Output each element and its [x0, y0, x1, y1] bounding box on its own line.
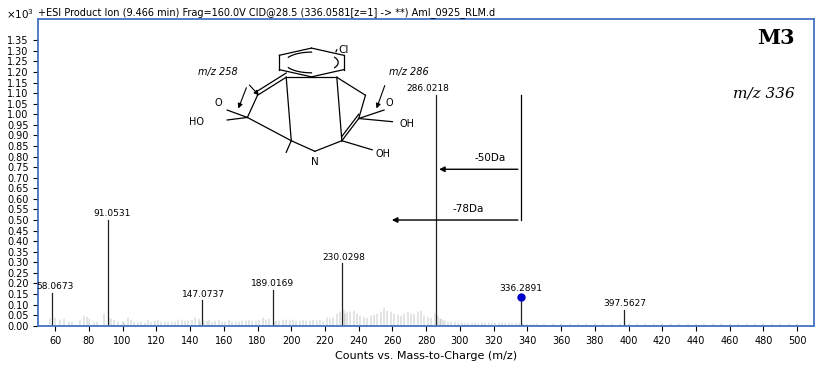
X-axis label: Counts vs. Mass-to-Charge (m/z): Counts vs. Mass-to-Charge (m/z) [335, 351, 517, 361]
Text: 189.0169: 189.0169 [251, 279, 294, 288]
Text: 397.5627: 397.5627 [603, 299, 647, 308]
Text: 58.0673: 58.0673 [36, 282, 74, 291]
Text: $\times$10$^{3}$: $\times$10$^{3}$ [6, 7, 34, 21]
Text: N: N [311, 156, 319, 167]
Text: 91.0531: 91.0531 [94, 209, 131, 218]
Text: M3: M3 [757, 28, 795, 48]
Text: -78Da: -78Da [452, 204, 484, 214]
Text: 286.0218: 286.0218 [406, 84, 449, 93]
Text: 147.0737: 147.0737 [182, 290, 225, 299]
Text: OH: OH [399, 119, 414, 129]
Text: OH: OH [375, 149, 391, 159]
Text: 230.0298: 230.0298 [322, 253, 365, 262]
Text: -50Da: -50Da [475, 153, 506, 163]
Text: m/z 286: m/z 286 [389, 67, 429, 77]
Text: O: O [386, 98, 393, 108]
Text: Cl: Cl [338, 45, 349, 55]
Text: +ESI Product Ion (9.466 min) Frag=160.0V CID@28.5 (336.0581[z=1] -> **) AmI_0925: +ESI Product Ion (9.466 min) Frag=160.0V… [39, 7, 495, 18]
Text: m/z 258: m/z 258 [198, 67, 237, 77]
Text: 336.2891: 336.2891 [499, 284, 542, 293]
Text: m/z 336: m/z 336 [733, 86, 795, 100]
Text: O: O [214, 98, 222, 108]
Text: HO: HO [189, 117, 204, 127]
